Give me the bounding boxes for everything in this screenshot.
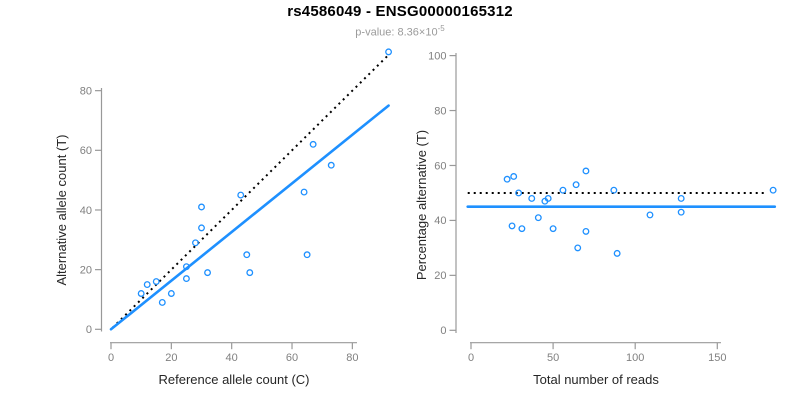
- y-tick-label: 60: [434, 160, 446, 172]
- plot-subtitle: p-value: 8.36×10-5: [0, 24, 800, 39]
- y-axis-title: Alternative allele count (T): [54, 134, 69, 285]
- fit-line: [109, 104, 390, 331]
- data-point: [582, 167, 590, 175]
- data-point: [518, 225, 526, 233]
- plot-title: rs4586049 - ENSG00000165312: [287, 3, 513, 20]
- data-point: [198, 224, 205, 232]
- data-point: [300, 188, 308, 196]
- percentage-scatter: 0 50 100 150 0 20 40 60 80 100 Total number of rea…: [414, 50, 777, 387]
- x-axis-title: Total number of reads: [533, 372, 659, 387]
- x-tick-label: 150: [708, 352, 726, 364]
- data-point: [534, 214, 542, 222]
- data-point: [167, 290, 175, 297]
- x-tick-label: 50: [547, 352, 559, 364]
- data-point: [613, 249, 621, 257]
- data-point: [243, 251, 251, 259]
- y-tick-label: 80: [80, 85, 92, 97]
- data-point: [182, 275, 190, 283]
- data-point: [143, 281, 151, 289]
- data-point: [152, 278, 160, 286]
- data-point: [544, 194, 552, 202]
- allele-count-scatter: 0 20 40 60 80 0 20 40 60 80 Reference allele count…: [54, 48, 393, 387]
- identity-line: [111, 55, 388, 329]
- data-point: [237, 191, 245, 199]
- pvalue-exponent: -5: [437, 24, 445, 33]
- data-point: [572, 181, 580, 189]
- data-point: [610, 186, 618, 194]
- x-axis-title: Reference allele count (C): [158, 372, 309, 387]
- data-point: [309, 140, 317, 148]
- data-point: [559, 186, 567, 194]
- data-point: [528, 194, 536, 202]
- data-point: [582, 227, 590, 235]
- x-tick-label: 20: [165, 352, 177, 364]
- x-tick-label: 100: [626, 352, 644, 364]
- data-point: [182, 263, 190, 271]
- data-point: [769, 186, 777, 194]
- data-point: [327, 161, 335, 169]
- data-point: [192, 239, 199, 247]
- y-axis-title: Percentage alternative (T): [414, 130, 429, 280]
- data-point: [549, 225, 557, 233]
- data-point: [574, 244, 582, 252]
- data-point: [303, 251, 311, 259]
- y-tick-label: 100: [428, 50, 446, 62]
- data-point: [198, 203, 205, 211]
- y-tick-label: 40: [434, 215, 446, 227]
- data-point: [510, 173, 518, 180]
- data-point: [646, 211, 654, 219]
- y-tick-label: 20: [434, 270, 446, 282]
- data-point: [204, 269, 211, 277]
- plot-header: rs4586049 - ENSG00000165312 p-value: 8.3…: [0, 0, 800, 39]
- x-tick-label: 60: [286, 352, 298, 364]
- data-point: [137, 290, 145, 297]
- x-tick-label: 40: [226, 352, 238, 364]
- y-tick-label: 60: [80, 145, 92, 157]
- y-tick-label: 80: [434, 105, 446, 117]
- y-tick-label: 20: [80, 264, 92, 276]
- x-tick-label: 80: [346, 352, 358, 364]
- data-point: [246, 269, 254, 277]
- x-tick-label: 0: [468, 352, 474, 364]
- data-point: [508, 222, 516, 230]
- data-point: [503, 175, 511, 183]
- pvalue-text: p-value: 8.36×10: [355, 26, 438, 39]
- y-tick-label: 0: [440, 325, 446, 337]
- data-point: [677, 194, 685, 202]
- x-tick-label: 0: [108, 352, 114, 364]
- y-tick-label: 40: [80, 205, 92, 217]
- y-tick-label: 0: [86, 324, 92, 336]
- data-point: [677, 208, 685, 216]
- data-point: [515, 189, 523, 197]
- data-point: [385, 48, 393, 56]
- data-point: [158, 299, 166, 306]
